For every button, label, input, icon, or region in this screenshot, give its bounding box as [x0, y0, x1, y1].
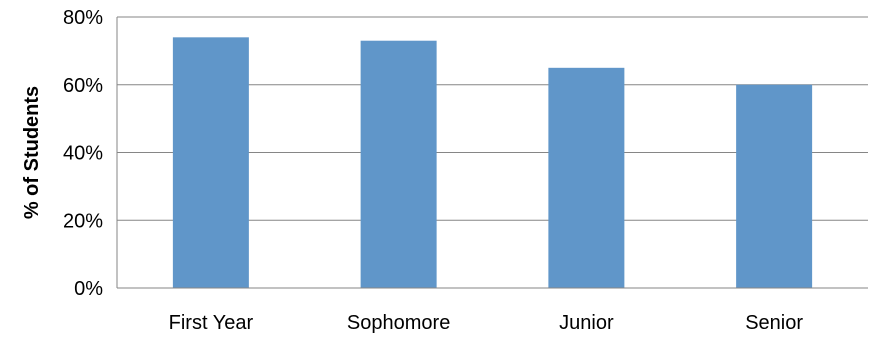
x-tick-label: First Year — [169, 312, 254, 334]
y-tick-label: 20% — [63, 210, 103, 232]
x-tick-labels: First Year Sophomore Junior Senior — [169, 312, 804, 334]
bar — [172, 37, 249, 289]
bar — [548, 67, 625, 288]
bar — [360, 40, 437, 289]
y-tick-label: 0% — [74, 278, 103, 300]
bars — [172, 37, 813, 289]
y-tick-label: 40% — [63, 143, 103, 165]
x-tick-label: Sophomore — [347, 312, 450, 334]
x-tick-label: Senior — [745, 312, 803, 334]
y-tick-label: 60% — [63, 75, 103, 97]
bar — [736, 84, 813, 288]
y-tick-labels: 0% 20% 40% 60% 80% — [63, 7, 103, 300]
x-tick-label: Junior — [559, 312, 614, 334]
y-axis-label: % of Students — [21, 86, 43, 219]
y-tick-label: 80% — [63, 7, 103, 29]
